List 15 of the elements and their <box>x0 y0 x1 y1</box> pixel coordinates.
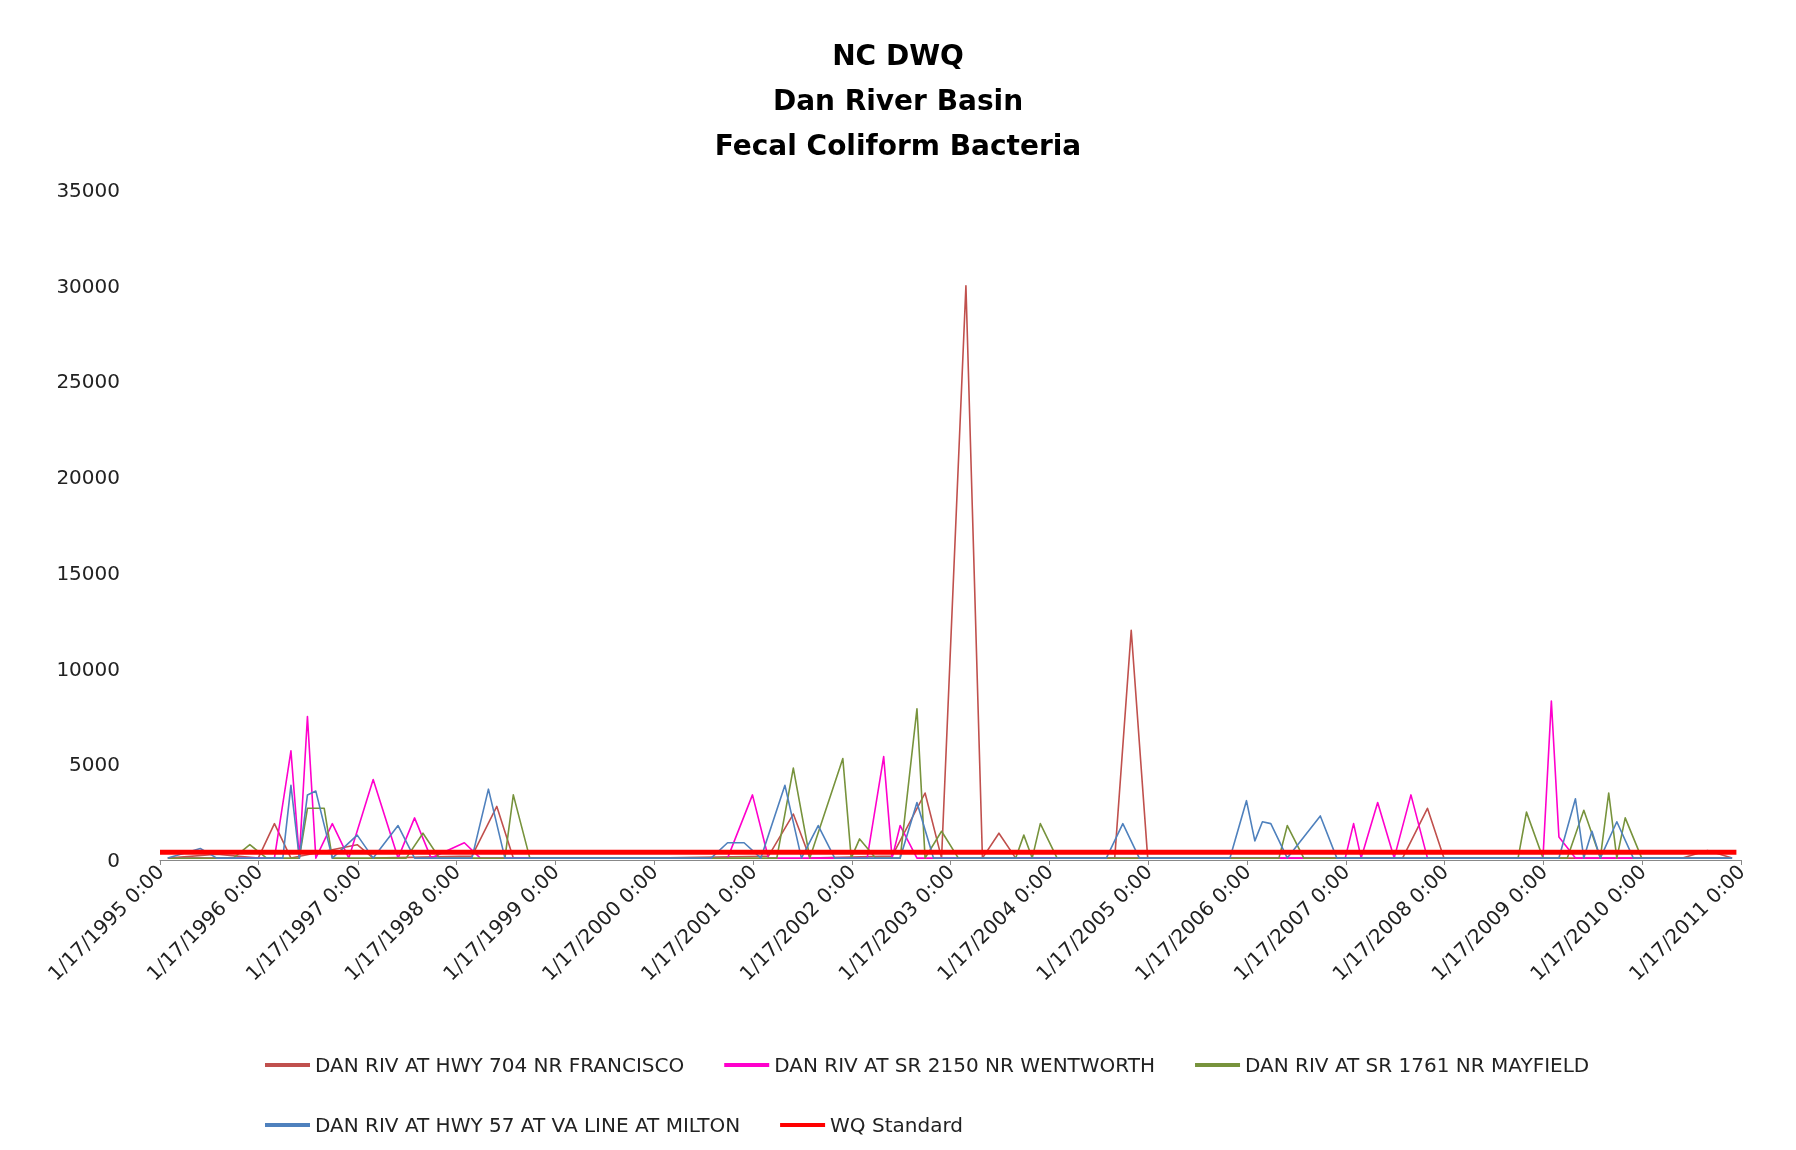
y-tick-label: 35000 <box>56 178 120 202</box>
y-tick-label: 25000 <box>56 369 120 394</box>
legend-label: DAN RIV AT HWY 704 NR FRANCISCO <box>315 1053 685 1077</box>
y-tick-label: 15000 <box>56 560 120 585</box>
legend-label: WQ Standard <box>830 1113 963 1137</box>
chart-title: NC DWQ Dan River Basin Fecal Coliform Bacteria <box>714 39 1082 162</box>
legend-label: DAN RIV AT SR 1761 NR MAYFIELD <box>1245 1053 1590 1077</box>
legend-label: DAN RIV AT SR 2150 NR WENTWORTH <box>774 1053 1156 1077</box>
y-tick-label: 5000 <box>69 752 120 777</box>
legend-label: DAN RIV AT HWY 57 AT VA LINE AT MILTON <box>315 1113 741 1137</box>
y-tick-label: 30000 <box>56 273 120 298</box>
y-tick-label: 10000 <box>56 656 120 681</box>
y-tick-label: 0 <box>107 848 120 872</box>
y-tick-label: 20000 <box>56 465 120 490</box>
line-series <box>167 784 1733 859</box>
